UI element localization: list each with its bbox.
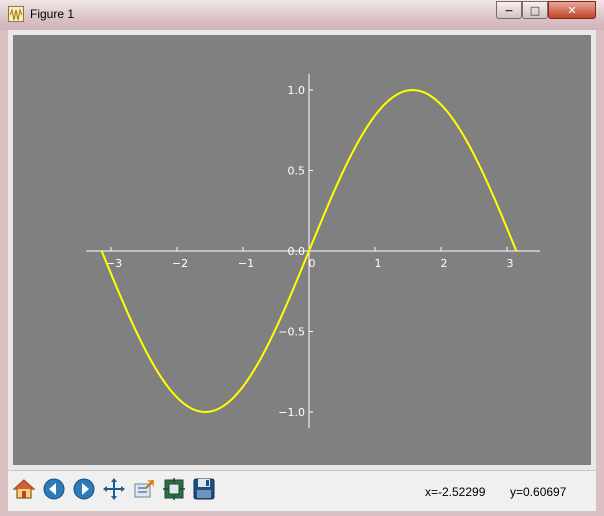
navigation-toolbar: x=-2.52299 y=0.60697: [8, 470, 596, 511]
title-bar[interactable]: Figure 1 − □ ✕: [0, 0, 604, 30]
x-tick-label: 1: [375, 257, 382, 270]
back-arrow-icon: [43, 478, 65, 500]
x-tick-label: 0: [309, 257, 316, 270]
x-coordinate-readout: x=-2.52299: [425, 485, 486, 499]
window-title: Figure 1: [30, 7, 75, 21]
configure-subplots-icon: [163, 478, 185, 500]
pan-move-icon: [103, 478, 125, 500]
maximize-icon: □: [529, 3, 541, 17]
maximize-button[interactable]: □: [522, 1, 548, 19]
y-tick-label: 0.5: [288, 165, 306, 178]
forward-button[interactable]: [70, 475, 98, 503]
figure-area: −3 −2 −1 0 1 2 3 −1.0 −0.5 0.0 0.5 1.0: [8, 30, 596, 470]
home-icon: [12, 479, 36, 499]
save-button[interactable]: [190, 475, 218, 503]
x-tick-label: 2: [441, 257, 448, 270]
x-tick-label: −3: [106, 257, 122, 270]
home-button[interactable]: [10, 475, 38, 503]
x-tick-label: −2: [172, 257, 188, 270]
close-button[interactable]: ✕: [548, 1, 596, 19]
sine-chart: −3 −2 −1 0 1 2 3 −1.0 −0.5 0.0 0.5 1.0: [86, 73, 540, 429]
plot-canvas[interactable]: −3 −2 −1 0 1 2 3 −1.0 −0.5 0.0 0.5 1.0: [13, 35, 591, 465]
zoom-to-rect-icon: [134, 480, 154, 498]
y-coordinate-readout: y=0.60697: [510, 485, 567, 499]
y-tick-label: 1.0: [288, 84, 306, 97]
x-tick-label: −1: [238, 257, 254, 270]
save-icon: [193, 478, 215, 500]
y-tick-label: 0.0: [288, 245, 306, 258]
back-button[interactable]: [40, 475, 68, 503]
x-tick-label: 3: [507, 257, 514, 270]
y-tick-label: −1.0: [278, 406, 305, 419]
forward-arrow-icon: [73, 478, 95, 500]
zoom-button[interactable]: [130, 475, 158, 503]
configure-subplots-button[interactable]: [160, 475, 188, 503]
pan-button[interactable]: [100, 475, 128, 503]
figure-app-icon: [8, 6, 24, 22]
y-tick-label: −0.5: [278, 326, 305, 339]
close-icon: ✕: [567, 3, 577, 17]
minimize-button[interactable]: −: [496, 1, 522, 19]
minimize-icon: −: [504, 3, 514, 17]
